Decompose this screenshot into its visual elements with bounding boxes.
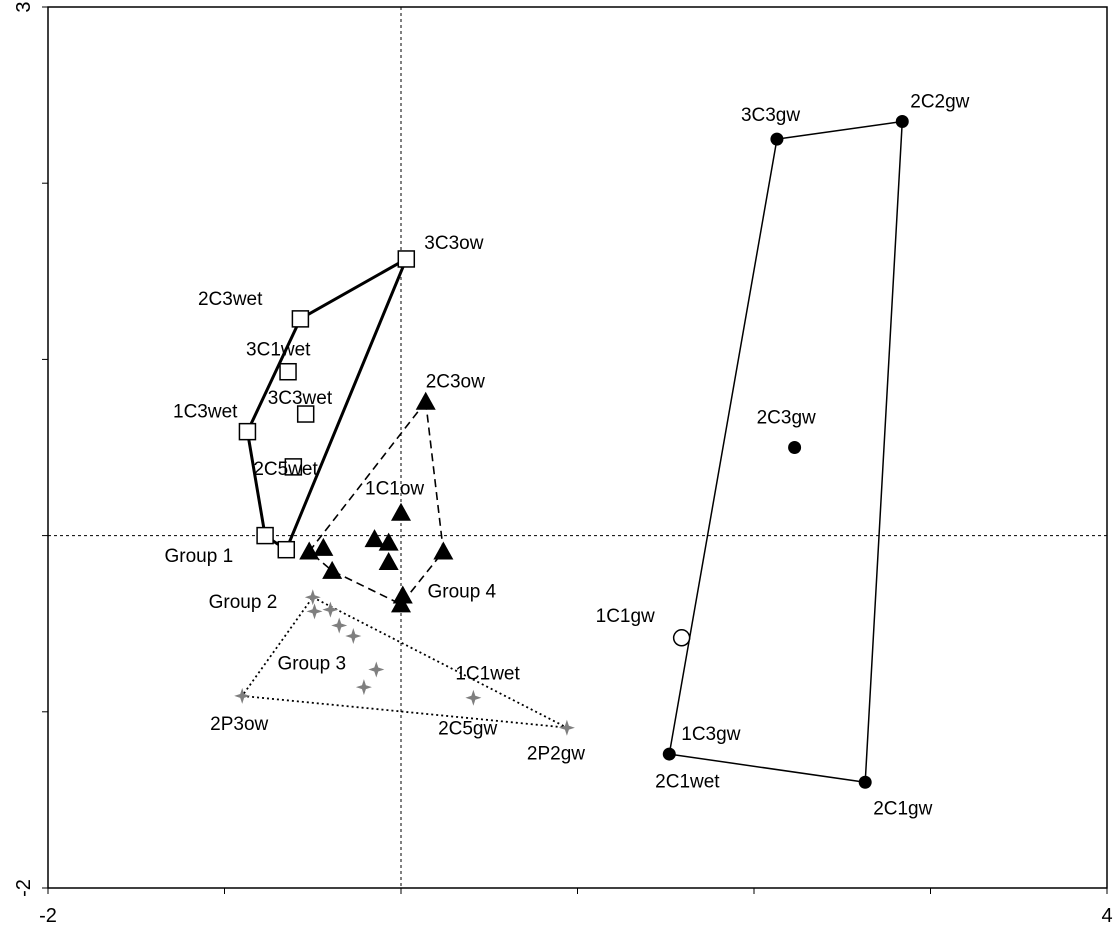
star-marker (304, 589, 321, 606)
point-label: 1C3wet (173, 402, 238, 423)
point-label: 1C1ow (365, 479, 424, 500)
star-marker (322, 601, 339, 618)
hull-group-5 (668, 120, 904, 784)
point-label: 2C3ow (426, 372, 485, 393)
filled-circle-marker (788, 441, 802, 454)
annotation-label: Group 1 (164, 546, 233, 567)
star-marker (558, 719, 575, 736)
point-label: 1C1wet (455, 664, 520, 685)
star-marker (465, 689, 482, 706)
open-square-marker (397, 250, 416, 268)
star-marker (345, 628, 362, 644)
x-tick-label: 4 (1101, 905, 1112, 927)
star-marker (234, 687, 251, 704)
point-label: 2C2gw (910, 92, 969, 113)
filled-circle-marker (662, 747, 676, 761)
triangle-marker (415, 391, 436, 410)
point-label: 1C3gw (681, 724, 740, 745)
point-label: 2C3wet (198, 289, 263, 310)
triangle-marker (392, 585, 413, 604)
annotation-label: 2C5gw (438, 719, 497, 740)
hull-group-4 (308, 399, 445, 606)
open-square-marker (296, 405, 315, 423)
point-label: 3C3ow (424, 233, 483, 254)
point-label: 1C1gw (596, 606, 655, 627)
y-tick-label: -2 (13, 879, 35, 897)
point-label: 2P2gw (527, 744, 585, 765)
triangle-marker (391, 502, 411, 521)
star-marker (306, 603, 323, 620)
point-label: 2C3gw (757, 408, 816, 429)
open-square-marker (279, 362, 297, 381)
point-label: 2C5wet (253, 459, 318, 480)
point-label: 2C1gw (873, 798, 932, 819)
filled-circle-marker (770, 132, 784, 146)
x-tick-label: -2 (39, 905, 57, 927)
group-hulls (240, 120, 904, 784)
annotation-label: 2C1wet (655, 772, 720, 793)
open-square-marker (256, 526, 274, 545)
point-label: 2P3ow (210, 714, 268, 735)
point-label: 3C3wet (268, 388, 333, 409)
y-tick-label: 3 (13, 1, 35, 12)
open-square-marker (238, 422, 257, 441)
axes: -2 4 -2 3 (13, 1, 1113, 927)
annotations: Group 1 Group 2 Group 3 Group 4 2C5gw 2C1wet (164, 546, 720, 793)
star-marker (331, 617, 348, 634)
point-labels: 3C3ow 2C3wet 3C1wet 3C3wet 1C3wet 2C5wet 2C3ow… (173, 92, 970, 820)
open-square-marker (277, 540, 296, 559)
triangle-marker (322, 560, 343, 579)
hull-group-1 (245, 255, 410, 552)
triangle-marker (364, 529, 385, 548)
star-marker (368, 661, 385, 678)
triangle-marker (299, 541, 320, 560)
annotation-label: Group 3 (277, 654, 346, 675)
triangle-marker (391, 594, 411, 613)
triangle-marker (378, 552, 399, 571)
filled-circle-marker (858, 775, 872, 789)
triangle-marker (313, 537, 334, 556)
star-marker (355, 679, 372, 696)
data-points (234, 115, 909, 789)
open-circle-marker (672, 629, 691, 647)
filled-circle-marker (895, 115, 909, 129)
triangle-marker (378, 532, 399, 551)
open-square-marker (291, 310, 310, 328)
annotation-label: Group 2 (209, 592, 278, 613)
point-label: 3C3gw (741, 105, 800, 126)
open-square-marker (284, 458, 303, 476)
point-label: 3C1wet (246, 340, 311, 361)
triangle-marker (433, 541, 454, 560)
annotation-label: Group 4 (427, 581, 496, 602)
